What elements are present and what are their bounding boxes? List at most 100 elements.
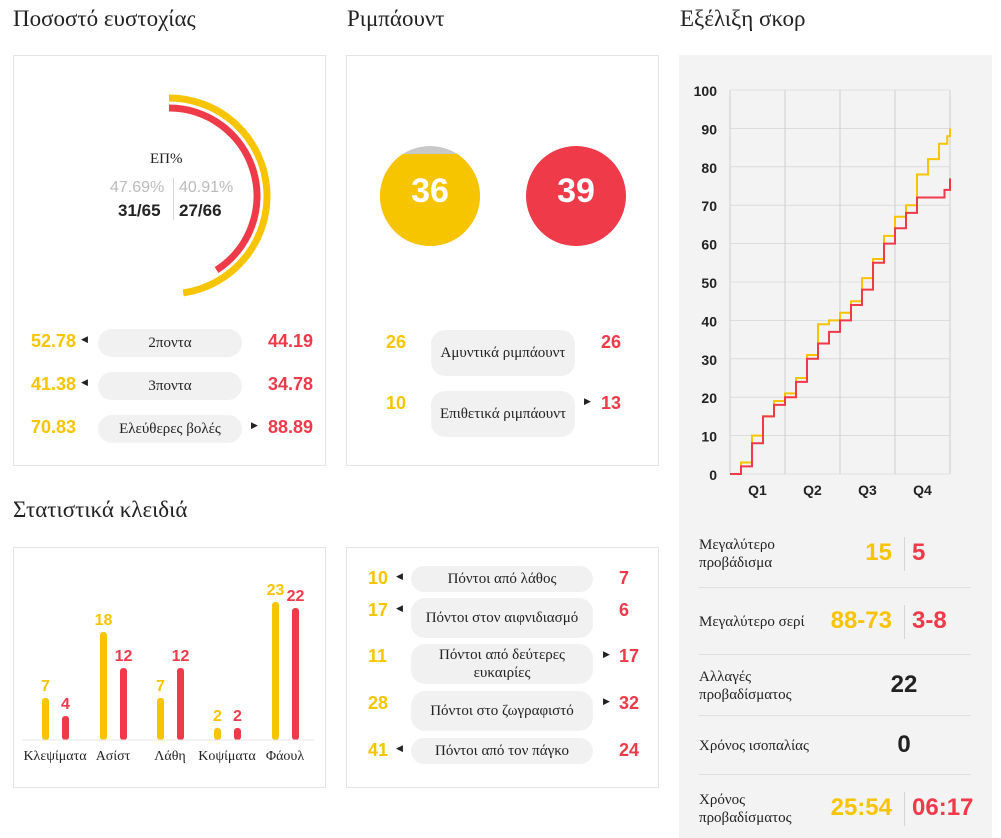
shooting-row-label: Ελεύθερες βολές	[98, 415, 242, 443]
score-stat-home: 88-73	[830, 606, 892, 634]
y-tick-label: 40	[701, 313, 717, 329]
key-bar-home-label: 18	[95, 612, 113, 629]
home-fg-made: 31/65	[118, 201, 161, 220]
points-row-away-value: 6	[619, 600, 630, 620]
points-row-home-value: 28	[368, 693, 389, 713]
away-rebound-total: 39	[557, 172, 595, 210]
home-fg-pct: 47.69%	[110, 179, 165, 196]
score-stat-value: 22	[890, 670, 918, 698]
key-bar-away-label: 4	[61, 696, 70, 713]
home-rebound-fill	[380, 154, 480, 246]
score-stat-label: Χρόνος προβαδίσματος	[699, 792, 792, 826]
fg-label: ΕΠ%	[150, 151, 183, 167]
key-bar-away-label: 2	[233, 708, 242, 725]
away-fg-pct: 40.91%	[179, 179, 234, 196]
y-tick-label: 50	[701, 275, 717, 291]
shooting-row-away-value: 44.19	[268, 331, 314, 351]
key-bar-away	[234, 728, 241, 740]
points-row-home-value: 17	[368, 600, 389, 620]
key-stats-panel: 7 4 Κλεψίματα 18 12 Ασίστ 7 12 Λάθη 2 2 Κοψίματα 23 2…	[13, 547, 326, 788]
points-row-away-value: 7	[619, 568, 630, 588]
key-bar-away-label: 12	[172, 648, 190, 665]
key-stat-category: Ασίστ	[96, 749, 131, 764]
key-bar-home	[272, 602, 279, 740]
key-stat-category: Κοψίματα	[198, 749, 256, 764]
away-fg-made: 27/66	[179, 201, 222, 220]
y-tick-label: 90	[701, 121, 717, 137]
points-row-away-value: 32	[619, 693, 640, 713]
shooting-row-away-value: 88.89	[268, 417, 314, 437]
away-rebound-circle	[526, 146, 626, 246]
key-bar-home	[157, 698, 164, 740]
rebound-row-label: Επιθετικά ριμπάουντ	[431, 391, 575, 437]
score-stat-home: 15	[865, 539, 892, 566]
rebound-row-home-value: 10	[386, 393, 407, 413]
rebounds-panel: 36 39 26 Αμυντικά ριμπάουντ 26 10 Επιθετικά …	[346, 55, 659, 466]
key-stats-title: Στατιστικά κλειδιά	[13, 497, 188, 522]
key-stat-category: Λάθη	[154, 749, 186, 764]
key-bar-away	[120, 668, 127, 740]
score-stat-row: Μεγαλύτερο σερί 88-73 3-8	[699, 588, 971, 655]
rebounds-title: Ριμπάουντ	[347, 6, 445, 31]
score-stat-label: Μεγαλύτερο σερί	[699, 613, 805, 630]
y-tick-label: 30	[701, 352, 717, 368]
points-row-label: Πόντοι από τον πάγκο	[411, 738, 593, 764]
points-row-away-value: 24	[619, 740, 640, 760]
shooting-arcs	[168, 94, 271, 297]
home-fg-arc	[168, 94, 271, 297]
key-bar-home-label: 7	[41, 678, 50, 695]
key-bar-away-label: 22	[287, 588, 305, 605]
score-title: Εξέλιξη σκορ	[680, 6, 806, 31]
points-row-label: Πόντοι από λάθος	[411, 566, 593, 592]
points-row-label: Πόντοι από δεύτερες ευκαιρίες	[411, 644, 593, 684]
shooting-row-home-value: 41.38	[31, 374, 77, 394]
key-stat-category: Κλεψίματα	[23, 749, 87, 764]
y-tick-label: 10	[701, 429, 717, 445]
shooting-row-home-value: 52.78	[31, 331, 77, 351]
right-arrow-icon: ▶	[584, 397, 591, 407]
left-arrow-icon: ◀	[396, 604, 403, 614]
y-tick-label: 20	[701, 390, 717, 406]
away-score-line	[730, 178, 951, 475]
score-stat-label: Μεγαλύτερο προβάδισμα	[699, 537, 775, 571]
score-stat-home: 25:54	[830, 794, 892, 821]
y-tick-label: 100	[694, 83, 718, 99]
score-stat-value: 0	[897, 730, 911, 758]
key-bar-home-label: 23	[267, 582, 285, 599]
rebound-row-away-value: 26	[601, 332, 622, 352]
x-tick-label: Q4	[913, 482, 932, 498]
x-tick-label: Q3	[858, 482, 877, 498]
shooting-row-home-value: 70.83	[31, 417, 77, 437]
score-stat-row: Μεγαλύτερο προβάδισμα 15 5	[699, 520, 971, 588]
rebound-row-away-value: 13	[601, 393, 622, 413]
left-arrow-icon: ◀	[81, 378, 88, 388]
home-rebound-total: 36	[411, 172, 449, 210]
score-stat-away: 06:17	[912, 794, 974, 821]
points-row-label: Πόντοι στο ζωγραφιστό	[411, 691, 593, 731]
score-stat-row: Χρόνος ισοπαλίας 0	[699, 716, 971, 775]
points-row-home-value: 41	[368, 740, 389, 760]
left-arrow-icon: ◀	[396, 744, 403, 754]
key-bar-home	[100, 632, 107, 740]
shooting-row-away-value: 34.78	[268, 374, 314, 394]
shooting-title: Ποσοστό ευστοχίας	[13, 6, 196, 31]
points-panel: 10 ◀ Πόντοι από λάθος 7 17 ◀ Πόντοι στον αιφνι…	[346, 547, 659, 788]
points-row-label: Πόντοι στον αιφνιδιασμό	[411, 598, 593, 638]
key-bar-home-label: 2	[213, 708, 222, 725]
away-fg-arc	[168, 104, 261, 273]
score-stat-row: Χρόνος προβαδίσματος 25:54 06:17	[699, 775, 974, 838]
score-stat-divider	[904, 537, 905, 571]
key-bar-away	[177, 668, 184, 740]
shooting-row-label: 3ποντα	[98, 372, 242, 400]
left-arrow-icon: ◀	[81, 335, 88, 345]
score-stat-label: Αλλαγές προβαδίσματος	[699, 668, 792, 703]
y-tick-label: 80	[701, 160, 717, 176]
x-tick-label: Q2	[803, 482, 822, 498]
rebound-row-label: Αμυντικά ριμπάουντ	[431, 330, 575, 376]
score-stat-away: 3-8	[912, 606, 947, 634]
score-panel: 0 10 20 30 40 50 60 70 80 90 100 Q1 Q2 Q3 Q4 Μεγαλύτερ…	[679, 55, 992, 838]
shooting-row-label: 2ποντα	[98, 329, 242, 357]
score-stat-label: Χρόνος ισοπαλίας	[699, 737, 809, 754]
score-stat-divider	[904, 604, 905, 639]
